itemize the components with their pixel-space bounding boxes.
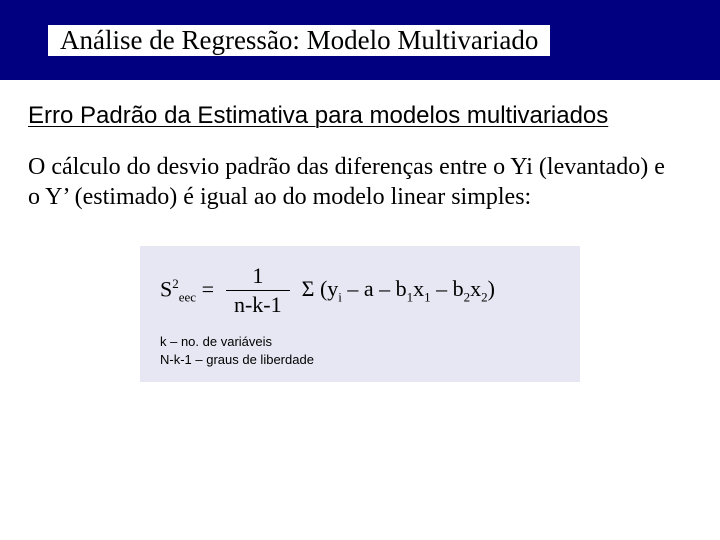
rhs-x2: x — [470, 276, 481, 301]
rhs-x1: x — [413, 276, 424, 301]
rhs-mid2: – b — [431, 276, 464, 301]
slide-body-text: O cálculo do desvio padrão das diferença… — [28, 152, 680, 212]
formula-notes: k – no. de variáveis N-k-1 – graus de li… — [160, 333, 560, 368]
formula: S2eec = 1 n-k-1 Σ (yi – a – b1x1 – b2x2) — [160, 264, 560, 317]
formula-rhs: Σ (yi – a – b1x1 – b2x2) — [302, 276, 495, 305]
slide-subtitle: Erro Padrão da Estimativa para modelos m… — [28, 102, 720, 130]
fraction-denominator: n-k-1 — [226, 291, 290, 317]
lhs-eq: = — [196, 276, 214, 301]
lhs-base: S — [160, 276, 172, 301]
slide-title: Análise de Regressão: Modelo Multivariad… — [48, 25, 550, 56]
sigma: Σ — [302, 276, 320, 301]
fraction-numerator: 1 — [244, 264, 271, 290]
note-line-2: N-k-1 – graus de liberdade — [160, 351, 560, 369]
rhs-close: ) — [488, 276, 495, 301]
rhs-mid1: – a – b — [342, 276, 407, 301]
title-bar: Análise de Regressão: Modelo Multivariad… — [0, 0, 720, 80]
formula-lhs: S2eec = — [160, 276, 214, 306]
lhs-sub: eec — [179, 290, 196, 305]
formula-fraction: 1 n-k-1 — [226, 264, 290, 317]
rhs-open: (y — [320, 276, 338, 301]
note-line-1: k – no. de variáveis — [160, 333, 560, 351]
formula-box: S2eec = 1 n-k-1 Σ (yi – a – b1x1 – b2x2)… — [140, 246, 580, 382]
